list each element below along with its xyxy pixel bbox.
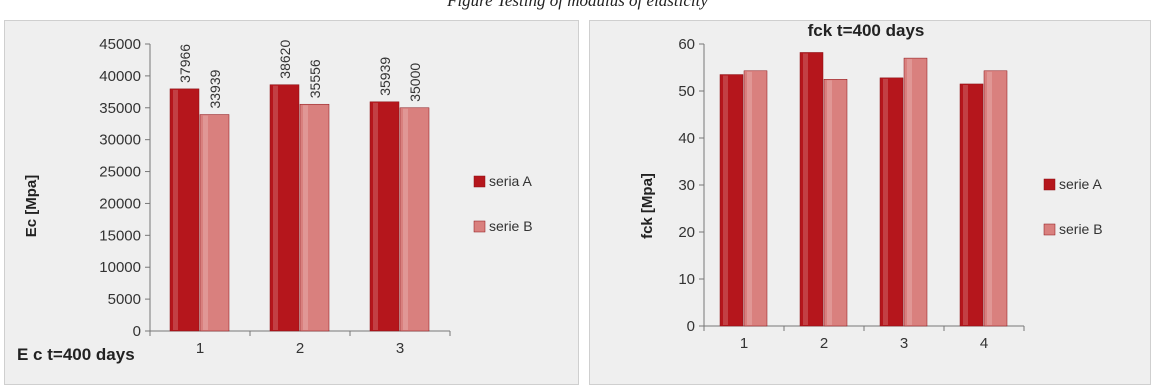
bar-data-label: 35939 (377, 57, 393, 96)
chart-title: fck t=400 days (808, 21, 925, 40)
x-tick-label: 4 (980, 335, 988, 352)
legend-swatch (1044, 179, 1055, 190)
x-tick-label: 3 (396, 340, 404, 357)
y-axis-title: fck [Mpa] (639, 173, 656, 239)
y-tick-label: 30 (678, 177, 695, 194)
y-tick-label: 25000 (99, 164, 141, 181)
bar-highlight (747, 72, 752, 325)
y-tick-label: 40000 (99, 68, 141, 85)
y-tick-label: 30000 (99, 132, 141, 149)
bar-highlight (907, 59, 912, 325)
bar-highlight (963, 85, 968, 325)
bar-highlight (803, 53, 808, 325)
legend-swatch (474, 176, 485, 187)
y-tick-label: 10000 (99, 259, 141, 276)
y-tick-label: 45000 (99, 36, 141, 53)
figure-caption: Figure Testing of modulus of elasticity (0, 0, 1155, 11)
legend-swatch (474, 221, 485, 232)
legend-label: serie B (1059, 221, 1103, 237)
y-tick-label: 20000 (99, 195, 141, 212)
bar-data-label: 33939 (207, 69, 223, 108)
bar-highlight (403, 109, 408, 330)
y-tick-label: 5000 (108, 291, 141, 308)
x-tick-label: 1 (740, 335, 748, 352)
y-tick-label: 60 (678, 36, 695, 53)
x-tick-label: 2 (820, 335, 828, 352)
bar-highlight (827, 80, 832, 325)
bar-highlight (273, 86, 278, 330)
ec-bar-chart: 0 5000 10000 15000 20000 25000 30000 35000 40000… (5, 21, 580, 386)
legend-label: serie A (1059, 176, 1102, 192)
chart-title: E c t=400 days (17, 345, 135, 364)
bar-highlight (987, 72, 992, 325)
bar-highlight (723, 76, 728, 325)
y-tick-label: 35000 (99, 100, 141, 117)
legend-swatch (1044, 224, 1055, 235)
fck-chart-panel: 0 10 20 30 40 50 60 1 2 3 4 fck [Mpa] fck t=400 days… (589, 20, 1151, 385)
fck-bar-chart: 0 10 20 30 40 50 60 1 2 3 4 fck [Mpa] fck t=400 days… (590, 21, 1152, 386)
y-tick-label: 0 (133, 323, 141, 340)
y-tick-label: 15000 (99, 227, 141, 244)
x-tick-label: 2 (296, 340, 304, 357)
legend-label: seria A (489, 173, 532, 189)
bar-data-label: 35556 (307, 59, 323, 98)
bar-highlight (883, 79, 888, 325)
y-tick-label: 20 (678, 224, 695, 241)
bar-highlight (173, 90, 178, 330)
y-tick-label: 10 (678, 271, 695, 288)
bar-data-label: 38620 (277, 40, 293, 79)
x-tick-label: 3 (900, 335, 908, 352)
bar-highlight (303, 105, 308, 330)
x-tick-label: 1 (196, 340, 204, 357)
bar-data-label: 35000 (407, 63, 423, 102)
y-tick-label: 40 (678, 130, 695, 147)
legend-label: serie B (489, 218, 533, 234)
bar-highlight (203, 116, 208, 330)
y-tick-label: 50 (678, 83, 695, 100)
bar-highlight (373, 103, 378, 330)
y-tick-label: 0 (687, 318, 695, 335)
y-axis-title: Ec [Mpa] (23, 175, 40, 238)
bar-data-label: 37966 (177, 44, 193, 83)
ec-chart-panel: 0 5000 10000 15000 20000 25000 30000 35000 40000… (4, 20, 579, 385)
